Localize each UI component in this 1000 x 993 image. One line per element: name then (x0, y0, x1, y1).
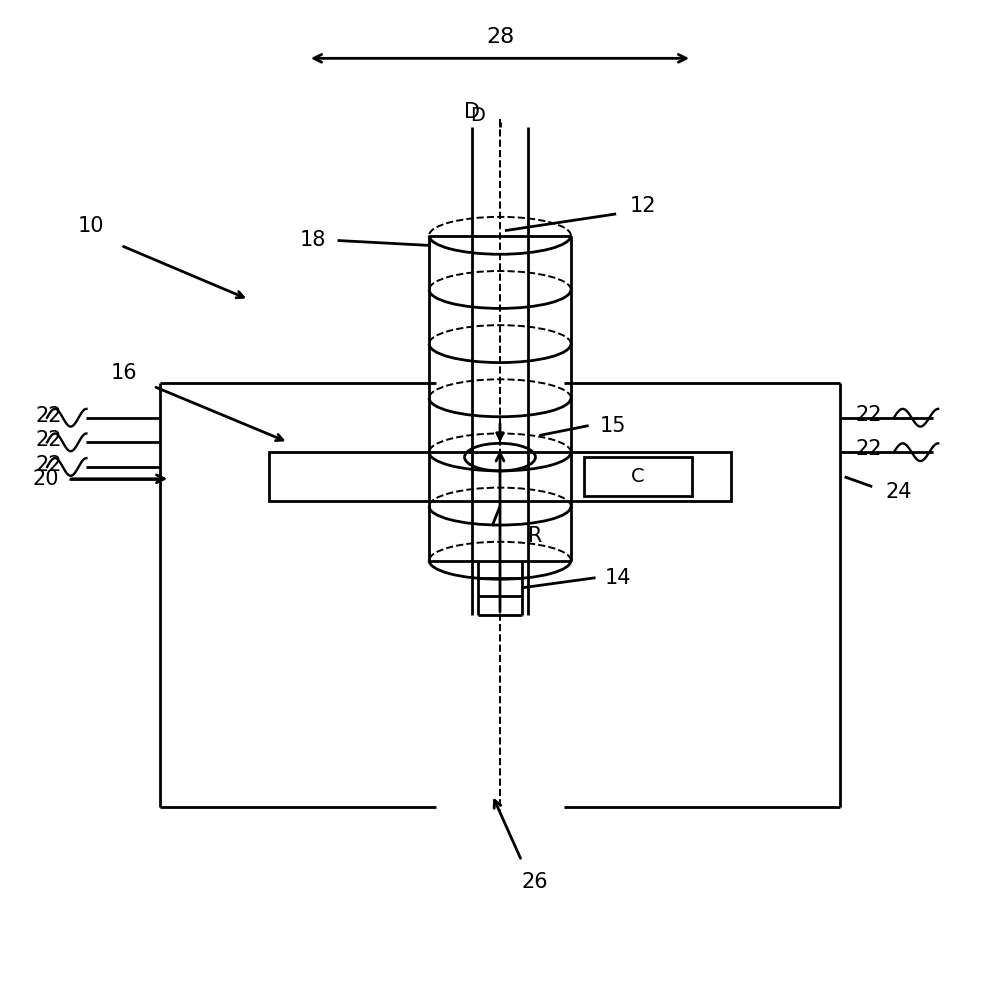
Text: 16: 16 (111, 363, 137, 383)
Text: 22: 22 (35, 406, 62, 426)
Text: 26: 26 (521, 873, 548, 893)
Text: 22: 22 (856, 405, 882, 425)
Text: 10: 10 (78, 215, 105, 235)
Text: 15: 15 (600, 416, 626, 436)
Text: 22: 22 (35, 455, 62, 475)
Text: R: R (528, 526, 542, 546)
Text: 14: 14 (605, 568, 631, 588)
Text: D: D (470, 106, 485, 125)
Text: C: C (631, 468, 645, 487)
Text: 20: 20 (32, 469, 59, 489)
Bar (269, 452, 731, 501)
Text: 18: 18 (300, 230, 326, 250)
Text: 12: 12 (630, 196, 656, 216)
Text: 22: 22 (856, 439, 882, 459)
Text: 28: 28 (486, 27, 514, 47)
Text: D: D (464, 102, 480, 122)
Text: 22: 22 (35, 430, 62, 451)
Text: 24: 24 (886, 482, 912, 501)
Bar (584, 457, 692, 496)
